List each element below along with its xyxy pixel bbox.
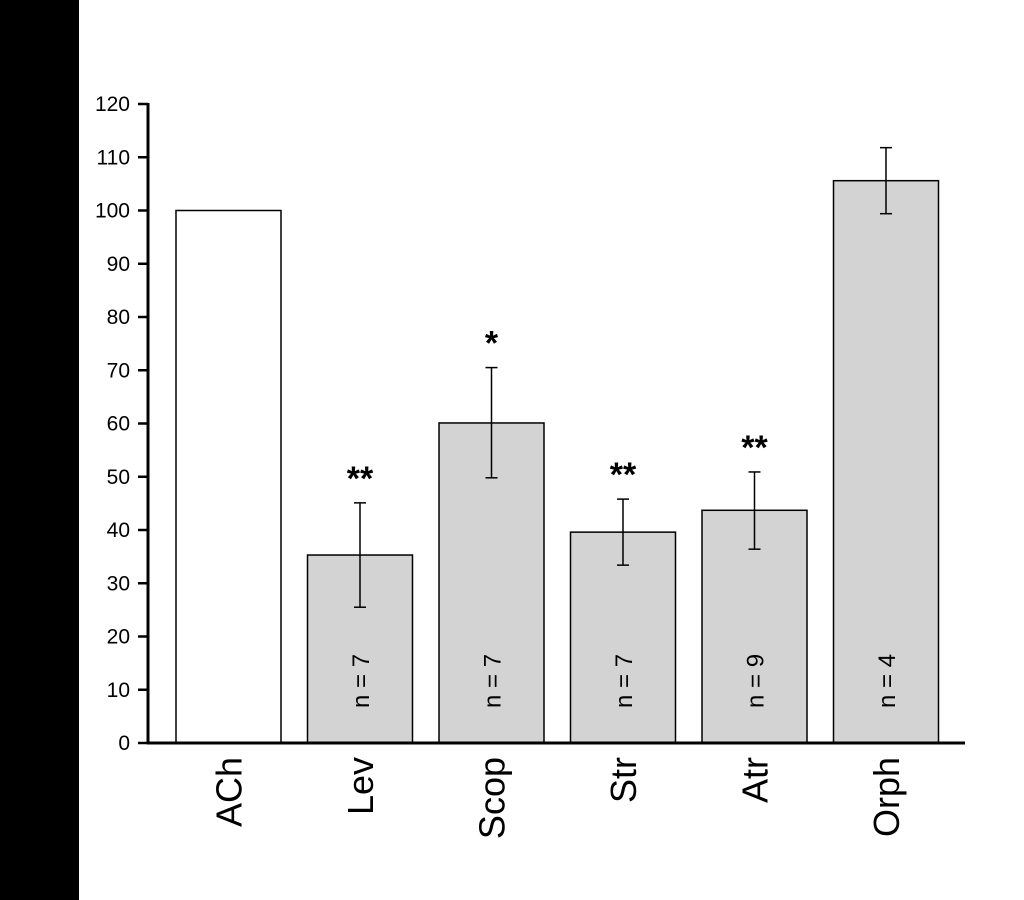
n-label: n = 7 — [348, 654, 375, 708]
y-tick-label: 20 — [107, 626, 130, 649]
y-tick-label: 90 — [107, 253, 130, 276]
x-axis: ACh Lev Scop Str Atr Orph — [146, 741, 965, 839]
left-black-band — [0, 0, 79, 900]
y-tick-label: 0 — [118, 732, 130, 755]
bars-group — [175, 179, 940, 744]
y-tick-label: 60 — [107, 413, 130, 436]
y-tick-label: 30 — [107, 572, 130, 595]
y-tick-label: 10 — [107, 679, 130, 702]
y-tick-label: 50 — [107, 466, 130, 489]
x-category-label: Lev — [340, 757, 381, 815]
y-tick-label: 110 — [97, 146, 130, 169]
y-tick-label: 40 — [107, 519, 130, 542]
n-label: n = 7 — [611, 654, 638, 708]
error-bars-group — [354, 146, 892, 608]
bar-ach — [175, 209, 282, 744]
x-category-label: Atr — [735, 757, 776, 803]
y-axis: 0 10 20 30 40 50 60 70 80 90 100 110 120 — [95, 93, 150, 755]
significance-marker: * — [485, 325, 499, 363]
bar-str — [569, 531, 677, 744]
significance-marker: ** — [741, 429, 768, 467]
y-tick-label: 80 — [107, 306, 130, 329]
x-category-label: Str — [603, 757, 644, 803]
x-category-label: Orph — [866, 757, 907, 837]
n-label: n = 4 — [874, 654, 901, 708]
y-tick-label: 120 — [95, 93, 130, 116]
significance-marker: ** — [610, 456, 637, 494]
n-label: n = 7 — [480, 654, 507, 708]
n-label: n = 9 — [743, 654, 770, 708]
y-tick-label: 100 — [95, 200, 130, 223]
annotations-group: n = 7 ** n = 7 * n = 7 ** n = 9 ** n = 4 — [347, 325, 901, 708]
bar-orph — [832, 179, 940, 744]
x-category-label: ACh — [209, 757, 250, 827]
y-tick-label: 70 — [107, 359, 130, 382]
significance-marker: ** — [347, 460, 374, 498]
x-category-label: Scop — [472, 757, 513, 839]
